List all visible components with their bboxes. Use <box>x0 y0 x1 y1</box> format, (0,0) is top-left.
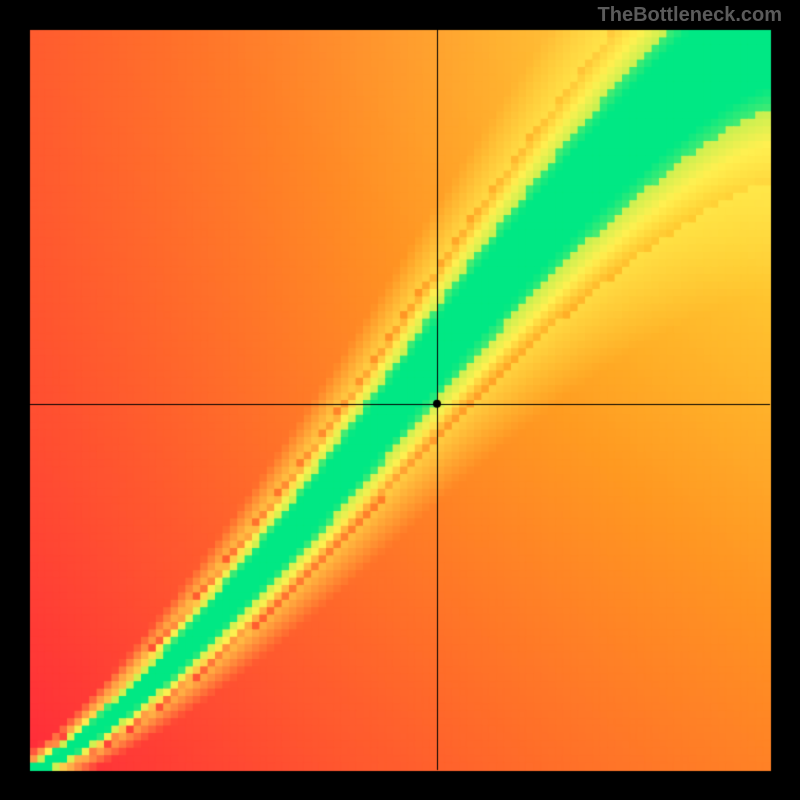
bottleneck-heatmap <box>0 0 800 800</box>
chart-container: TheBottleneck.com <box>0 0 800 800</box>
watermark-text: TheBottleneck.com <box>598 4 782 27</box>
